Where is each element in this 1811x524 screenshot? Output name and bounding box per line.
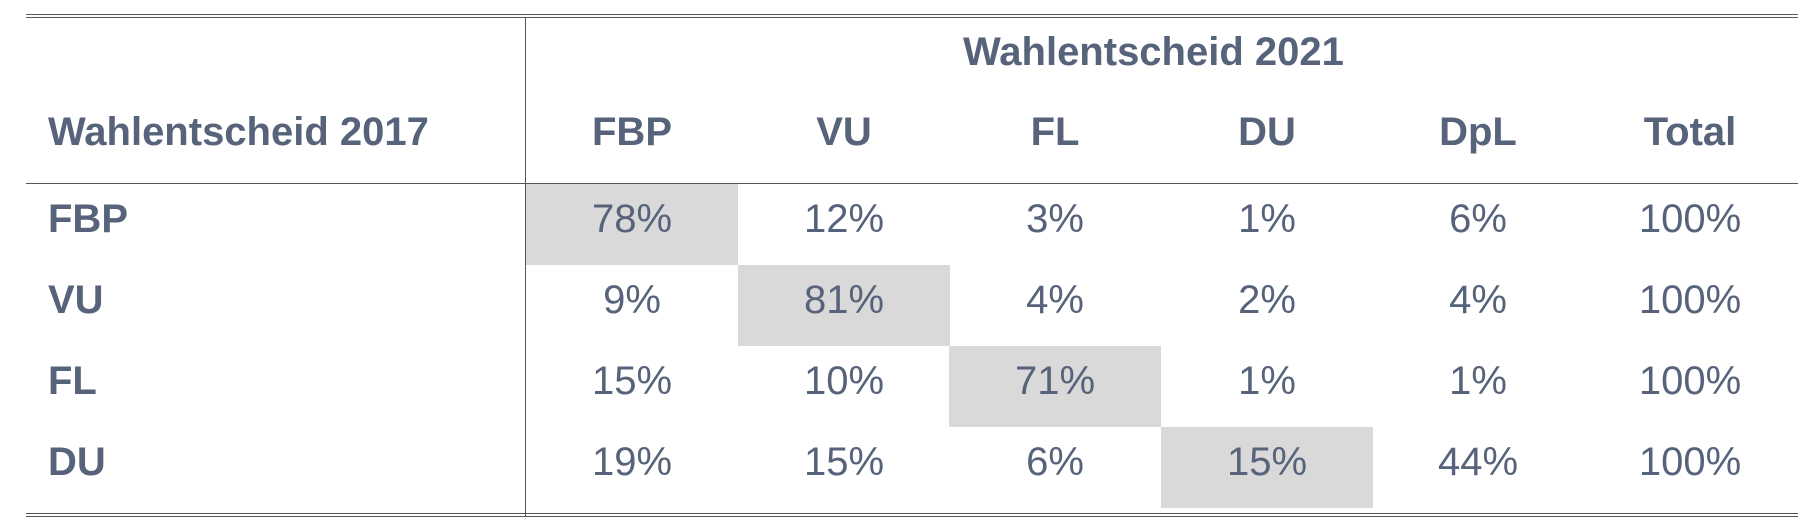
table-cell: 1% xyxy=(1238,197,1296,241)
diagonal-highlight-cell xyxy=(526,184,738,265)
table-cell: 100% xyxy=(1638,197,1742,241)
table-cell: 15% xyxy=(591,359,673,403)
table-bottom-rule xyxy=(26,513,1798,517)
header-bottom-rule xyxy=(26,183,1798,184)
column-header-fbp: FBP xyxy=(592,110,672,154)
row-label-vu: VU xyxy=(48,278,104,322)
column-group-header: Wahlentscheid 2021 xyxy=(963,30,1344,74)
table-cell: 44% xyxy=(1437,440,1519,484)
table-cell: 19% xyxy=(591,440,673,484)
row-label-fbp: FBP xyxy=(48,197,128,241)
table-cell: 3% xyxy=(1026,197,1084,241)
table-cell: 78% xyxy=(591,197,673,241)
table-cell: 2% xyxy=(1238,278,1296,322)
column-header-du: DU xyxy=(1238,110,1296,154)
column-header-total: Total xyxy=(1643,110,1737,154)
table-cell: 12% xyxy=(803,197,885,241)
diagonal-highlight-cell xyxy=(949,346,1161,427)
table-cell: 4% xyxy=(1449,278,1507,322)
table-cell: 100% xyxy=(1638,440,1742,484)
diagonal-highlight-cell xyxy=(738,265,950,346)
table-cell: 71% xyxy=(1014,359,1096,403)
table-cell: 4% xyxy=(1026,278,1084,322)
table-cell: 6% xyxy=(1026,440,1084,484)
table-cell: 81% xyxy=(803,278,885,322)
table-cell: 100% xyxy=(1638,359,1742,403)
diagonal-highlight-cell xyxy=(1161,427,1373,508)
row-header-title: Wahlentscheid 2017 xyxy=(48,110,429,154)
table-cell: 10% xyxy=(803,359,885,403)
table-cell: 9% xyxy=(603,278,661,322)
table-cell: 1% xyxy=(1238,359,1296,403)
column-header-fl: FL xyxy=(1030,110,1080,154)
table-cell: 15% xyxy=(1226,440,1308,484)
table-cell: 6% xyxy=(1449,197,1507,241)
table-top-rule xyxy=(26,14,1798,18)
column-header-vu: VU xyxy=(816,110,872,154)
row-header-divider xyxy=(525,17,526,516)
column-header-dpl: DpL xyxy=(1439,110,1517,154)
table-cell: 1% xyxy=(1449,359,1507,403)
table-cell: 15% xyxy=(803,440,885,484)
table-cell: 100% xyxy=(1638,278,1742,322)
row-label-du: DU xyxy=(48,440,106,484)
row-label-fl: FL xyxy=(48,359,97,403)
